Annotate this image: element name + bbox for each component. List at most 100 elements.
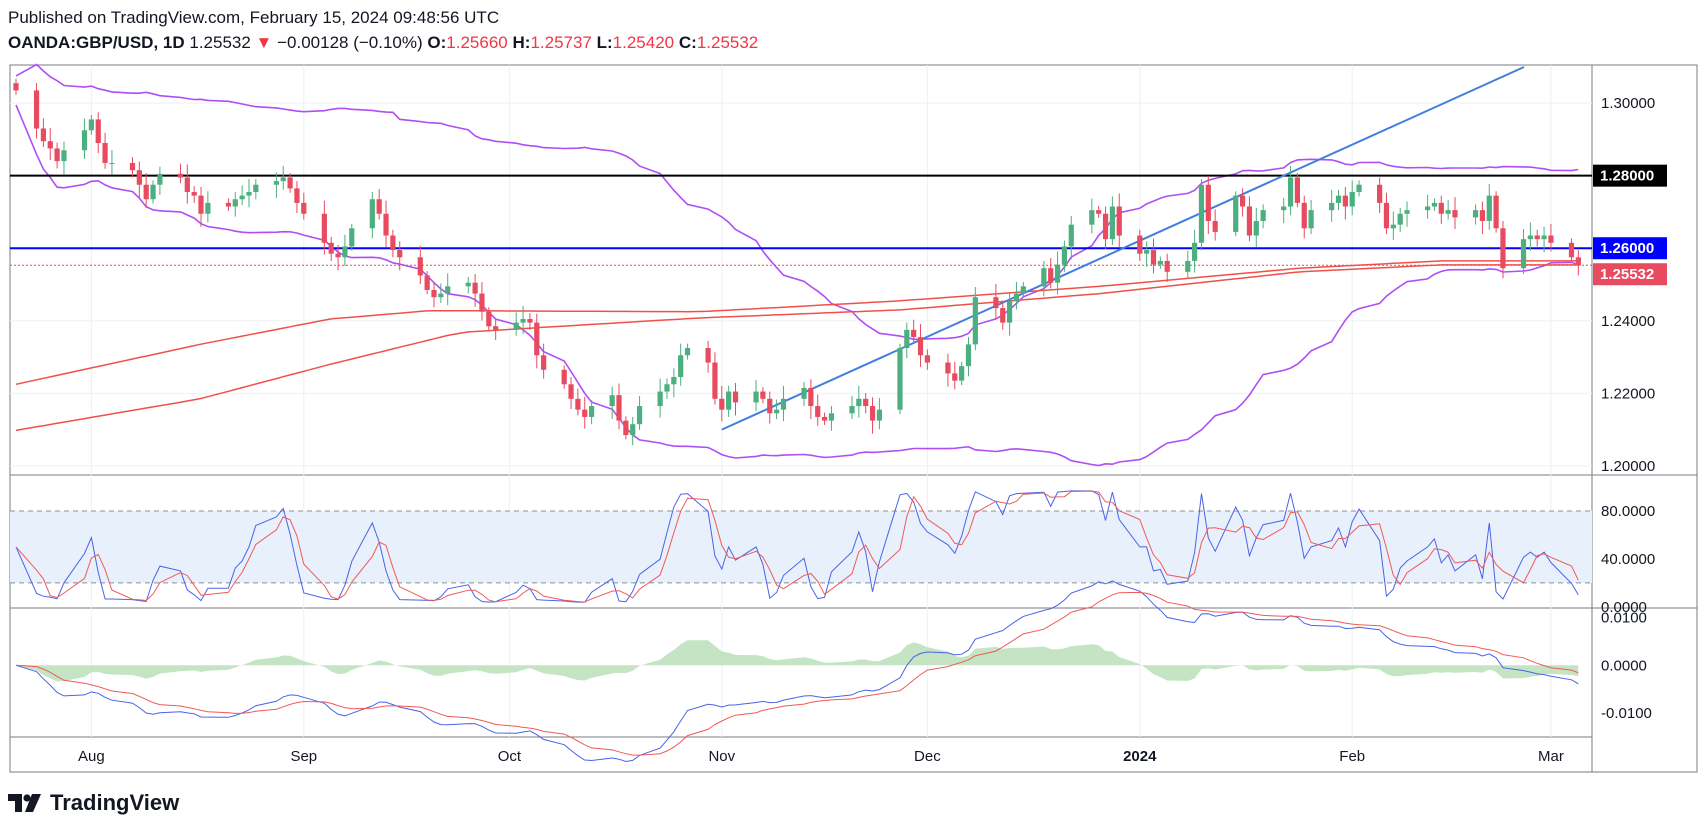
candle-body — [1500, 228, 1506, 269]
candle-body — [246, 191, 252, 196]
candle-body — [253, 184, 259, 192]
candle-body — [1390, 224, 1396, 229]
high-value: 1.25737 — [530, 33, 592, 52]
candle-body — [1246, 206, 1253, 236]
x-tick-label: Nov — [708, 748, 735, 765]
candle-body — [678, 355, 684, 378]
candle-body — [472, 282, 478, 294]
x-tick-label: Dec — [914, 748, 941, 765]
tradingview-logo-icon — [8, 794, 41, 812]
stoch-tick-label: 80.0000 — [1601, 503, 1655, 520]
close-value: 1.25532 — [696, 33, 759, 52]
close-label: C: — [678, 33, 697, 52]
candle-body — [671, 377, 677, 385]
candle-body — [1548, 235, 1554, 243]
symbol-line: OANDA:GBP/USD, 1D 1.25532 ▼ −0.00128 (−0… — [8, 33, 758, 53]
candle-body — [1198, 184, 1205, 243]
candle-body — [1377, 184, 1383, 203]
x-tick-label: Oct — [498, 748, 522, 765]
candle-body — [1102, 213, 1109, 240]
macd-signal-line — [15, 591, 1579, 756]
candle-body — [1424, 206, 1431, 211]
candle-body — [273, 181, 279, 185]
candle-body — [390, 235, 396, 251]
low-value: 1.25420 — [612, 33, 675, 52]
high-label: H: — [512, 33, 531, 52]
candle-body — [33, 90, 40, 129]
candle-body — [924, 355, 930, 363]
level-price-label: 1.26000 — [1600, 240, 1654, 257]
candle-body — [349, 228, 355, 247]
candle-body — [1000, 308, 1006, 323]
level-price-tag — [1593, 164, 1667, 187]
candle-body — [225, 202, 232, 207]
candle-body — [732, 391, 739, 403]
candle-body — [760, 391, 766, 399]
ma-200-line — [15, 264, 1579, 432]
candle-body — [1150, 250, 1157, 265]
candle-body — [1404, 210, 1410, 214]
down-arrow-icon: ▼ — [255, 33, 273, 52]
candle-body — [1479, 210, 1486, 222]
candle-body — [13, 83, 19, 91]
candle-body — [1006, 300, 1013, 323]
candle-body — [513, 322, 519, 330]
macd-tick-label: 0.0000 — [1601, 657, 1647, 674]
candle-body — [1383, 202, 1390, 229]
candle-body — [479, 293, 485, 312]
candle-body — [335, 253, 341, 258]
candle-body — [1527, 235, 1533, 240]
candle-body — [1281, 206, 1287, 211]
candle-body — [568, 384, 574, 399]
candle-body — [1144, 250, 1150, 254]
candle-body — [527, 318, 533, 323]
open-value: 1.25660 — [446, 33, 508, 52]
candle-body — [876, 409, 882, 421]
candle-body — [534, 322, 540, 356]
lower-band-line — [15, 104, 1579, 467]
candle-body — [801, 387, 807, 399]
price-change: −0.00128 (−0.10%) — [277, 33, 423, 52]
stoch-tick-label: 40.0000 — [1601, 551, 1655, 568]
candle-body — [1164, 260, 1170, 272]
candle-body — [1397, 213, 1403, 225]
stoch-d-line — [15, 490, 1579, 603]
candle-body — [1438, 202, 1444, 214]
candle-body — [767, 398, 773, 414]
candle-body — [1061, 246, 1068, 265]
candle-body — [61, 150, 67, 162]
candle-body — [863, 398, 869, 407]
candle-body — [301, 202, 307, 214]
candle-body — [1294, 177, 1300, 203]
candle-body — [191, 191, 197, 196]
trend-line — [721, 66, 1525, 431]
candle-body — [1541, 235, 1547, 240]
candle-body — [609, 395, 615, 407]
last-price: 1.25532 — [189, 33, 251, 52]
macd-line — [15, 580, 1579, 763]
candle-body — [438, 293, 444, 298]
candle-body — [1486, 195, 1492, 222]
x-tick-label: Feb — [1339, 748, 1365, 765]
candle-body — [445, 286, 451, 294]
candle-body — [328, 242, 334, 254]
candle-body — [1212, 221, 1218, 232]
candle-body — [376, 199, 382, 214]
candle-body — [342, 246, 348, 258]
candle-body — [383, 213, 389, 236]
candle-body — [54, 148, 60, 162]
candle-body — [1089, 210, 1095, 225]
candle-body — [965, 344, 972, 367]
y-tick-label: 1.20000 — [1601, 458, 1655, 475]
candle-body — [828, 413, 835, 421]
candle-body — [821, 416, 828, 421]
brand-logo[interactable]: TradingView — [8, 790, 179, 816]
candle-body — [184, 177, 190, 192]
candle-body — [1452, 210, 1458, 218]
candle-body — [1287, 177, 1294, 207]
candle-body — [143, 184, 149, 200]
candle-body — [1048, 268, 1054, 283]
x-tick-label: Sep — [290, 748, 317, 765]
candle-body — [1096, 210, 1102, 214]
